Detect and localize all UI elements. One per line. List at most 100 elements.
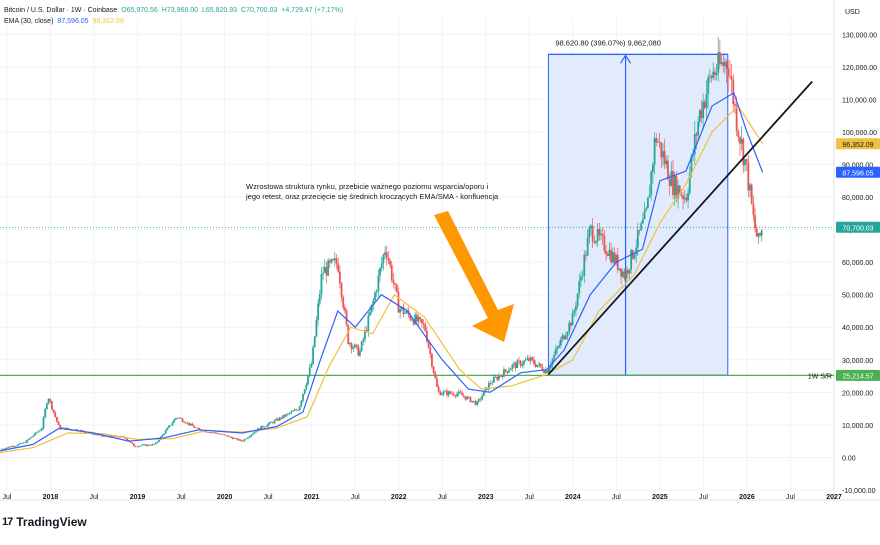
price-tick-label: 10,000.00 (842, 423, 873, 430)
candle-body (45, 403, 48, 409)
candle-body (186, 422, 189, 424)
candle-body (668, 179, 671, 186)
candle-body (533, 359, 535, 364)
price-tick-label: 20,000.00 (842, 390, 873, 397)
candle-body (210, 432, 212, 433)
candle-body (543, 370, 546, 374)
candle-body (136, 446, 139, 448)
candle-body (372, 300, 375, 305)
candle-body (752, 203, 755, 216)
candle-body (131, 442, 134, 444)
candle-body (585, 254, 587, 256)
candle-body (32, 435, 35, 437)
candle-body (397, 292, 400, 313)
candle-body (261, 426, 264, 428)
candle-body (426, 330, 428, 342)
candle-body (44, 408, 47, 418)
candle-body (188, 422, 191, 426)
ema-30-line (0, 92, 764, 452)
candle-body (591, 225, 594, 242)
candle-body (692, 154, 695, 156)
candle-body (230, 436, 232, 438)
candle-body (297, 409, 299, 411)
candle-body (670, 171, 673, 186)
candle-body (250, 434, 253, 437)
candle-body (225, 434, 227, 436)
candle-body (693, 133, 696, 155)
candle-body (216, 433, 219, 434)
candle-body (302, 394, 304, 401)
candle-body (665, 160, 668, 165)
price-tick-label: 130,000.00 (842, 32, 877, 39)
candle-body (295, 409, 298, 411)
candle-body (757, 233, 760, 237)
candle-body (503, 369, 505, 377)
candle-body (395, 284, 398, 293)
candle-body (325, 266, 328, 276)
candle-body (196, 427, 199, 429)
candle-body (236, 438, 239, 441)
candle-body (548, 368, 551, 373)
candle-body (556, 346, 559, 349)
trendline (547, 80, 813, 376)
candle-body (471, 400, 474, 403)
measure-range-box (547, 53, 729, 376)
candle-body (538, 363, 540, 366)
time-tick-label: Jul (351, 494, 360, 501)
candle-body (287, 413, 289, 415)
candle-body (355, 344, 358, 346)
tradingview-brand[interactable]: 17 TradingView (2, 515, 87, 529)
time-tick-label: 2024 (565, 494, 581, 501)
candle-body (158, 439, 160, 442)
time-tick-label: 2021 (304, 494, 320, 501)
candle-body (509, 368, 512, 371)
candle-body (499, 375, 502, 377)
candle-body (338, 271, 341, 284)
candle-body (317, 303, 319, 321)
time-tick-label: 2020 (217, 494, 233, 501)
candle-body (700, 109, 703, 119)
candle-body (4, 448, 6, 450)
candle-body (658, 142, 661, 143)
candle-body (14, 445, 16, 447)
candle-body (12, 446, 15, 447)
candle-body (348, 343, 351, 344)
candle-body (690, 155, 693, 174)
candle-body (432, 366, 435, 373)
candle-body (727, 68, 730, 77)
candle-body (523, 360, 525, 365)
candle-body (514, 363, 517, 368)
candle-body (650, 171, 653, 195)
candle-body (360, 341, 363, 352)
candle-body (648, 194, 651, 198)
chart-legend: Bitcoin / U.S. Dollar · 1W · Coinbase O6… (4, 5, 343, 27)
candle-body (194, 427, 197, 429)
candle-body (663, 151, 666, 165)
candle-body (703, 101, 706, 108)
candle-body (24, 442, 27, 444)
legend-row-price: Bitcoin / U.S. Dollar · 1W · Coinbase O6… (4, 5, 343, 16)
candle-body (327, 260, 330, 276)
time-tick-label: Jul (264, 494, 273, 501)
candle-body (477, 398, 480, 402)
candle-body (462, 395, 465, 397)
candle-body (750, 184, 753, 204)
candle-body (198, 428, 201, 430)
candle-body (20, 443, 23, 444)
candle-body (97, 434, 100, 436)
candle-body (243, 439, 246, 442)
tradingview-logo-icon: 17 (2, 516, 13, 528)
candle-body (96, 434, 99, 436)
candle-body (705, 94, 708, 108)
time-axis-labels: Jul 2018 Jul 2019 Jul 2020 Jul 2021 Jul 2022 Jul 20… (2, 494, 841, 501)
legend-row-indicators[interactable]: EMA (30, close) 87,596.05 96,352.09 (4, 16, 343, 27)
candle-body (390, 264, 393, 280)
ema-price-badge-bg (836, 166, 880, 178)
price-tick-label: 100,000.00 (842, 130, 877, 137)
time-tick-label: 2023 (478, 494, 494, 501)
candle-body (524, 359, 527, 361)
time-tick-label: 2027 (826, 494, 842, 501)
candle-body (56, 416, 58, 422)
